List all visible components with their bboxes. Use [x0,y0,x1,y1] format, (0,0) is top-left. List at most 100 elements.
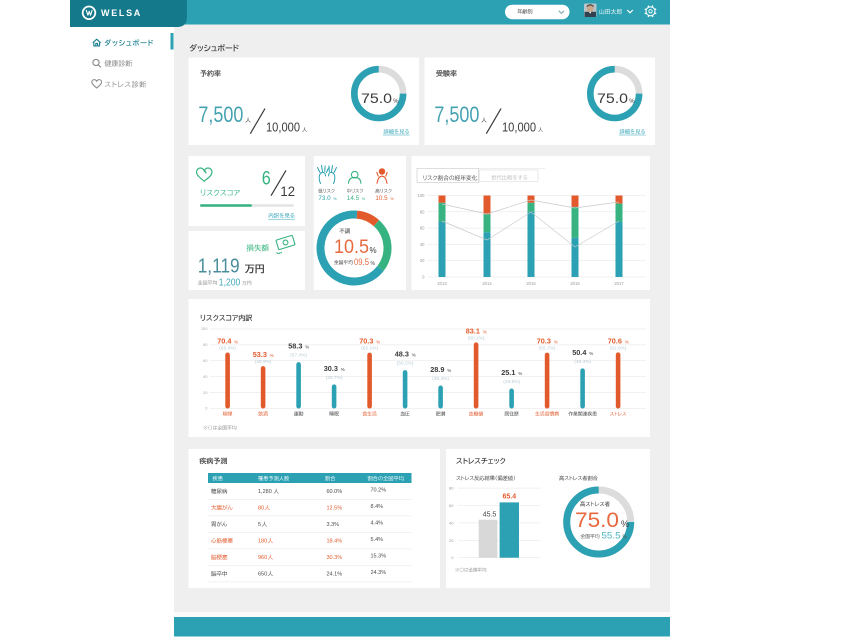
svg-text:2016: 2016 [570,281,580,286]
svg-text:%: % [371,261,376,267]
svg-text:960: 960 [258,555,267,561]
svg-text:4.4%: 4.4% [371,521,384,527]
svg-text:14.5: 14.5 [347,195,360,202]
svg-text:30.3%: 30.3% [327,555,343,561]
svg-text:40: 40 [420,242,425,247]
svg-text:(80.2%): (80.2%) [468,335,485,341]
svg-text:20: 20 [420,258,425,263]
svg-text:15.3%: 15.3% [371,554,387,560]
svg-text:65.4: 65.4 [502,494,516,501]
svg-text:7,500: 7,500 [198,102,243,127]
svg-text:6: 6 [262,169,271,190]
svg-text:100: 100 [201,326,208,331]
svg-text:%: % [305,345,309,350]
svg-text:70.4: 70.4 [217,337,232,346]
svg-text:12.5%: 12.5% [327,506,343,512]
svg-text:%: % [625,339,629,344]
svg-text:(62.1%): (62.1%) [361,346,378,352]
svg-text:%: % [483,329,487,334]
svg-text:80: 80 [420,209,425,214]
svg-text:75.0: 75.0 [361,90,392,106]
svg-text:(65.4%): (65.4%) [219,346,236,352]
svg-text:70.6: 70.6 [608,336,622,345]
svg-text:58.3: 58.3 [288,342,302,351]
svg-text:20: 20 [203,390,208,395]
svg-text:0: 0 [451,555,454,560]
svg-text:%: % [270,353,274,358]
svg-text:%: % [362,196,366,201]
svg-text:%: % [412,353,416,358]
svg-text:%: % [333,196,337,201]
svg-text:%: % [589,351,593,356]
svg-text:48.3: 48.3 [395,350,409,359]
svg-text:%: % [623,535,628,541]
svg-text:60: 60 [449,503,454,508]
svg-text:(65.7%): (65.7%) [539,346,556,352]
svg-text:24.1%: 24.1% [327,572,343,578]
svg-text:(28.8%): (28.8%) [503,379,520,385]
svg-text:20: 20 [449,538,454,543]
svg-text:%: % [234,340,238,345]
svg-text:50.4: 50.4 [572,348,587,357]
svg-text:25.1: 25.1 [501,368,515,377]
svg-text:%: % [447,368,451,373]
svg-text:18.4%: 18.4% [327,539,343,545]
svg-text:1,119: 1,119 [198,256,240,278]
svg-text:24.3%: 24.3% [371,570,387,576]
svg-text:0: 0 [205,406,208,411]
svg-text:650: 650 [258,572,267,578]
svg-text:40: 40 [449,520,454,525]
svg-text:(62.6%): (62.6%) [610,345,627,351]
svg-text:180: 180 [258,539,267,545]
svg-text:80: 80 [258,506,264,512]
svg-text:7,500: 7,500 [434,102,479,127]
svg-text:(30.3%): (30.3%) [432,376,449,382]
svg-text:60: 60 [420,226,425,231]
svg-text:%: % [518,371,522,376]
svg-text:80: 80 [203,342,208,347]
svg-text:40: 40 [203,374,208,379]
svg-text:(57.4%): (57.4%) [290,353,307,359]
svg-text:2013: 2013 [437,281,447,286]
svg-text:1,200: 1,200 [219,277,241,289]
svg-text:2014: 2014 [482,281,492,286]
svg-text:5: 5 [258,522,261,528]
svg-text:(50.2%): (50.2%) [397,361,414,367]
svg-text:%: % [554,340,558,345]
svg-text:10.5: 10.5 [375,195,388,202]
svg-text:10.5: 10.5 [334,236,369,258]
svg-text:100: 100 [418,193,426,198]
svg-text:%: % [629,99,635,105]
svg-text:12: 12 [280,183,295,199]
svg-text:80: 80 [449,486,454,491]
svg-text:45.5: 45.5 [483,512,497,519]
svg-text:3.3%: 3.3% [327,522,340,528]
svg-text:70.3: 70.3 [359,337,373,346]
svg-text:(35.7%): (35.7%) [326,375,343,381]
svg-text:60: 60 [203,358,208,363]
svg-text:8.4%: 8.4% [371,504,384,510]
svg-text:(48.4%): (48.4%) [574,359,591,365]
svg-text:WELSA: WELSA [101,8,142,18]
svg-text:70.3: 70.3 [537,337,551,346]
svg-text:10,000: 10,000 [502,120,536,135]
svg-text:70.2%: 70.2% [371,488,387,494]
svg-text:(48.9%): (48.9%) [255,359,272,365]
svg-text:1,280: 1,280 [258,489,272,495]
svg-text:53.3: 53.3 [253,350,267,359]
svg-text:%: % [341,367,345,372]
svg-text:28.9: 28.9 [430,365,444,374]
svg-text:%: % [393,99,399,105]
svg-text:%: % [370,246,377,255]
svg-text:83.1: 83.1 [466,326,480,335]
svg-text:0: 0 [422,275,425,280]
svg-text:%: % [390,196,394,201]
svg-text:2017: 2017 [614,281,624,286]
svg-text:75.0: 75.0 [597,90,628,106]
svg-text:%: % [376,340,380,345]
svg-text:30.3: 30.3 [324,364,338,373]
svg-text:%: % [621,519,629,529]
svg-text:60.0%: 60.0% [327,489,343,495]
svg-text:55.5: 55.5 [602,531,621,542]
svg-text:73.0: 73.0 [318,195,331,202]
